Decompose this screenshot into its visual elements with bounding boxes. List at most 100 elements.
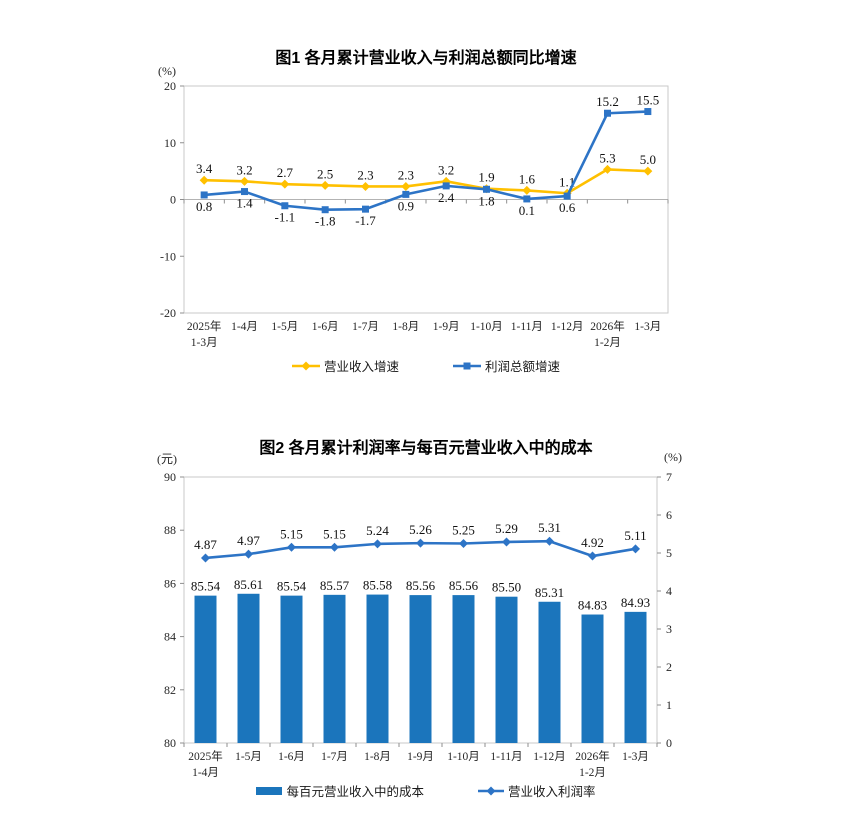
chart1-y-tick-label: -20 bbox=[160, 306, 176, 320]
chart1-category-label: 1-4月 bbox=[231, 321, 258, 333]
chart1-value-label: 15.2 bbox=[596, 94, 619, 109]
chart1-series-line bbox=[204, 168, 648, 195]
chart2-right-tick-label: 5 bbox=[666, 546, 672, 560]
chart1-value-label: 3.4 bbox=[196, 161, 213, 176]
chart2-category-label: 1-2月 bbox=[579, 767, 606, 779]
chart2-bar-value-label: 85.58 bbox=[363, 578, 392, 593]
chart1-value-label: 2.4 bbox=[438, 190, 455, 205]
diamond-marker bbox=[373, 539, 382, 549]
chart2-bar-value-label: 85.50 bbox=[492, 580, 521, 595]
chart2-line-value-label: 4.87 bbox=[194, 537, 217, 552]
legend-label-profit-growth: 利润总额增速 bbox=[485, 360, 561, 374]
chart1-value-label: 1.8 bbox=[478, 193, 494, 208]
bar-swatch-rect bbox=[256, 786, 283, 795]
cost-bar bbox=[237, 593, 260, 743]
chart1-plot: 20 10 0 -10 -20 2025年 1-3月 1-4月 1-5月 1-6月 1-7月 1-8月… bbox=[160, 79, 669, 349]
cost-bar-swatch-icon bbox=[256, 786, 283, 795]
cost-bar bbox=[495, 596, 518, 743]
chart1-value-label: 2.3 bbox=[357, 167, 373, 182]
chart2-right-axis-unit: (%) bbox=[664, 450, 682, 464]
cost-bar bbox=[280, 595, 303, 743]
cost-bar bbox=[366, 594, 389, 743]
chart2-line-value-label: 5.24 bbox=[366, 523, 389, 538]
chart2-plot: 90 88 86 84 82 80 7 6 5 4 3 2 1 0 2025年 1-4月 1-5月 1-6月 1-7… bbox=[164, 470, 672, 779]
legend-label-cost-per-100: 每百元营业收入中的成本 bbox=[286, 785, 424, 799]
square-marker bbox=[281, 202, 289, 210]
chart2-category-label: 1-9月 bbox=[407, 751, 434, 763]
chart1-value-label: 3.2 bbox=[236, 162, 252, 177]
chart2-left-tick-label: 82 bbox=[164, 683, 176, 697]
chart1-title: 图1 各月累计营业收入与利润总额同比增速 bbox=[275, 50, 577, 67]
chart1-category-label: 1-3月 bbox=[634, 321, 661, 333]
diamond-marker bbox=[280, 179, 290, 189]
cost-bar bbox=[194, 595, 217, 743]
square-marker bbox=[563, 192, 571, 200]
square-marker bbox=[523, 195, 531, 203]
chart2-bar-value-label: 85.54 bbox=[277, 579, 307, 594]
chart1-series-revenue-growth: 3.4 3.2 2.7 2.5 2.3 2.3 3.2 1.9 1.6 1.15.3 5.0 bbox=[196, 150, 656, 198]
diamond-marker bbox=[201, 553, 210, 563]
chart1-value-label: 5.0 bbox=[640, 152, 656, 167]
chart1-category-label: 1-2月 bbox=[594, 337, 621, 349]
chart2-category-label: 1-7月 bbox=[321, 751, 348, 763]
swatch-marker bbox=[463, 362, 471, 369]
chart1-category-label: 1-6月 bbox=[312, 321, 339, 333]
chart1-value-label: 0.1 bbox=[519, 203, 535, 218]
diamond-marker bbox=[401, 181, 411, 191]
cost-bar bbox=[581, 614, 604, 743]
chart2-category-label: 2026年 bbox=[575, 749, 610, 763]
chart2-legend: 每百元营业收入中的成本 营业收入利润率 bbox=[0, 781, 852, 800]
chart2-cost-bars: 85.54 85.61 85.54 85.57 85.58 85.56 85.56 85.50… bbox=[191, 577, 650, 743]
cost-bar bbox=[323, 594, 346, 743]
chart1-legend: 营业收入增速 利润总额增速 bbox=[0, 356, 852, 375]
diamond-marker bbox=[603, 164, 612, 174]
chart1-series-line bbox=[204, 110, 648, 212]
chart2-bar-value-label: 85.56 bbox=[449, 578, 479, 593]
chart2-left-tick-label: 90 bbox=[164, 470, 176, 484]
chart2-left-tick-label: 80 bbox=[164, 736, 176, 750]
diamond-marker bbox=[459, 539, 468, 548]
cost-bar bbox=[452, 595, 475, 743]
chart1-value-label: -1.1 bbox=[275, 210, 296, 225]
chart1-y-tick-label: 0 bbox=[170, 193, 176, 207]
chart1-value-label: 0.8 bbox=[196, 199, 212, 214]
chart2-line-value-label: 5.25 bbox=[452, 523, 475, 538]
chart1-category-label: 1-9月 bbox=[433, 321, 460, 333]
square-marker bbox=[321, 206, 329, 214]
square-marker bbox=[644, 108, 652, 116]
swatch-marker bbox=[486, 786, 496, 795]
legend-label-revenue-growth: 营业收入增速 bbox=[323, 360, 399, 374]
chart1-category-label: 1-8月 bbox=[392, 321, 419, 333]
diamond-marker bbox=[361, 181, 370, 191]
diamond-marker bbox=[240, 176, 249, 186]
square-marker bbox=[200, 191, 208, 199]
profit-margin-line-swatch-icon bbox=[478, 786, 504, 795]
chart2-line-value-label: 5.15 bbox=[323, 526, 346, 541]
chart1-value-label: 1.4 bbox=[236, 196, 253, 211]
chart1-category-label: 1-10月 bbox=[470, 321, 503, 333]
profit-growth-line-swatch-icon bbox=[453, 362, 481, 369]
chart1-category-label: 2025年 bbox=[187, 319, 222, 333]
chart2-line-value-label: 5.31 bbox=[538, 520, 561, 535]
chart1-value-label: 0.6 bbox=[559, 200, 576, 215]
swatch-marker bbox=[301, 361, 311, 370]
chart2-bar-value-label: 85.31 bbox=[535, 585, 564, 600]
diamond-marker bbox=[502, 537, 511, 547]
chart2-left-axis-unit: (元) bbox=[157, 452, 177, 466]
diamond-marker bbox=[330, 542, 339, 552]
chart2-category-label: 1-3月 bbox=[622, 751, 649, 763]
chart2-right-tick-label: 0 bbox=[666, 736, 672, 750]
diamond-marker bbox=[199, 175, 209, 185]
diamond-marker bbox=[320, 180, 330, 190]
chart2-category-label: 1-10月 bbox=[447, 751, 480, 763]
revenue-growth-line-swatch-icon bbox=[291, 361, 320, 370]
chart2-category-label: 1-4月 bbox=[192, 767, 219, 779]
chart1-value-label: -1.7 bbox=[355, 213, 376, 228]
cost-bar bbox=[409, 595, 432, 743]
chart2-line-value-label: 5.15 bbox=[280, 526, 303, 541]
chart2-bar-value-label: 84.93 bbox=[621, 595, 650, 610]
chart2-bar-value-label: 85.56 bbox=[406, 578, 436, 593]
square-marker bbox=[362, 205, 369, 213]
chart1-value-label: 3.2 bbox=[438, 162, 454, 177]
